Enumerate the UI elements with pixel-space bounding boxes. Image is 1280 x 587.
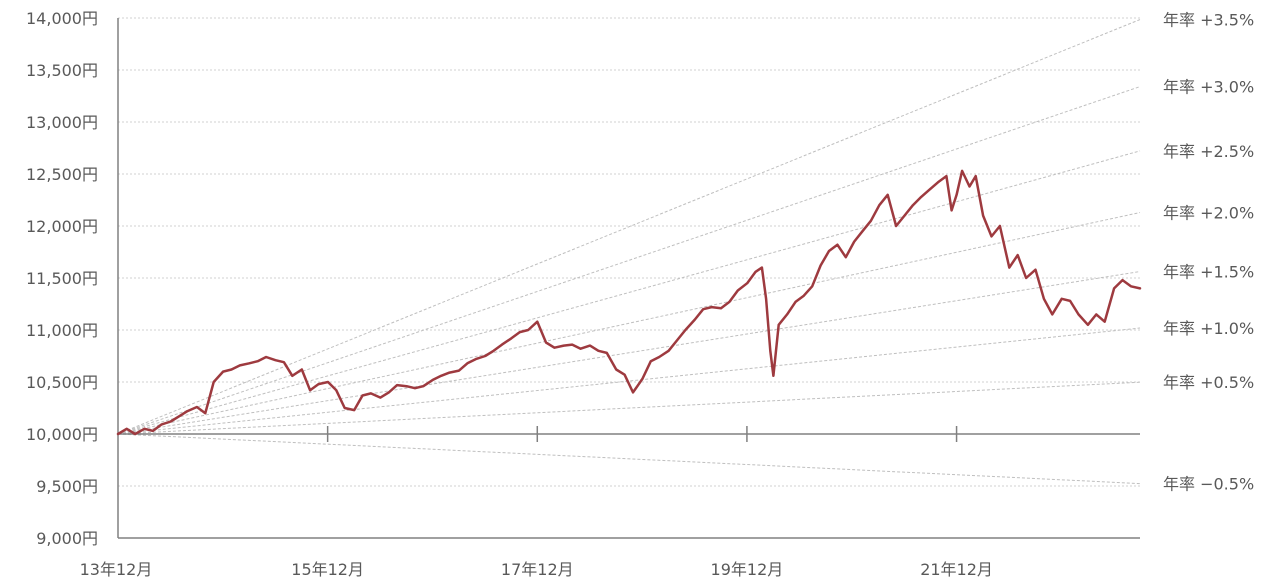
- y-tick-label: 10,000円: [26, 425, 98, 444]
- growth-line: [117, 381, 1141, 435]
- growth-line-label: 年率 +2.0%: [1163, 204, 1254, 223]
- x-tick-label: 17年12月: [501, 560, 574, 579]
- growth-rate-lines: [117, 19, 1141, 485]
- axes: [117, 18, 1140, 539]
- series-layer: [116, 169, 1142, 436]
- growth-line: [117, 150, 1141, 435]
- y-tick-label: 10,500円: [26, 373, 98, 392]
- y-tick-label: 13,500円: [26, 61, 98, 80]
- gridlines: [118, 17, 1140, 539]
- y-tick-label: 11,000円: [26, 321, 98, 340]
- series-line: [116, 169, 1142, 436]
- growth-line: [117, 19, 1141, 435]
- growth-line-label: 年率 +3.5%: [1163, 11, 1254, 30]
- y-tick-label: 13,000円: [26, 113, 98, 132]
- growth-line: [117, 271, 1141, 435]
- labels: 9,000円 9,500円 10,000円 10,500円 11,000円 11,500円…: [26, 9, 1254, 579]
- growth-line-label: 年率 +1.0%: [1163, 319, 1254, 338]
- growth-line-label: 年率 +0.5%: [1163, 373, 1254, 392]
- growth-line-label: 年率 +3.0%: [1163, 78, 1254, 97]
- growth-line-label: 年率 +1.5%: [1163, 263, 1254, 282]
- x-tick-label: 13年12月: [80, 560, 153, 579]
- y-tick-label: 9,500円: [36, 477, 98, 496]
- y-tick-label: 12,500円: [26, 165, 98, 184]
- growth-line-label: 年率 +2.5%: [1163, 142, 1254, 161]
- growth-line: [117, 212, 1141, 435]
- y-tick-label: 9,000円: [36, 529, 98, 548]
- y-tick-label: 14,000円: [26, 9, 98, 28]
- y-tick-label: 12,000円: [26, 217, 98, 236]
- x-tick-label: 15年12月: [291, 560, 364, 579]
- growth-line-label: 年率 −0.5%: [1163, 475, 1254, 494]
- growth-line: [117, 433, 1141, 485]
- growth-line: [117, 327, 1141, 435]
- x-tick-label: 21年12月: [920, 560, 993, 579]
- x-tick-label: 19年12月: [711, 560, 784, 579]
- y-tick-label: 11,500円: [26, 269, 98, 288]
